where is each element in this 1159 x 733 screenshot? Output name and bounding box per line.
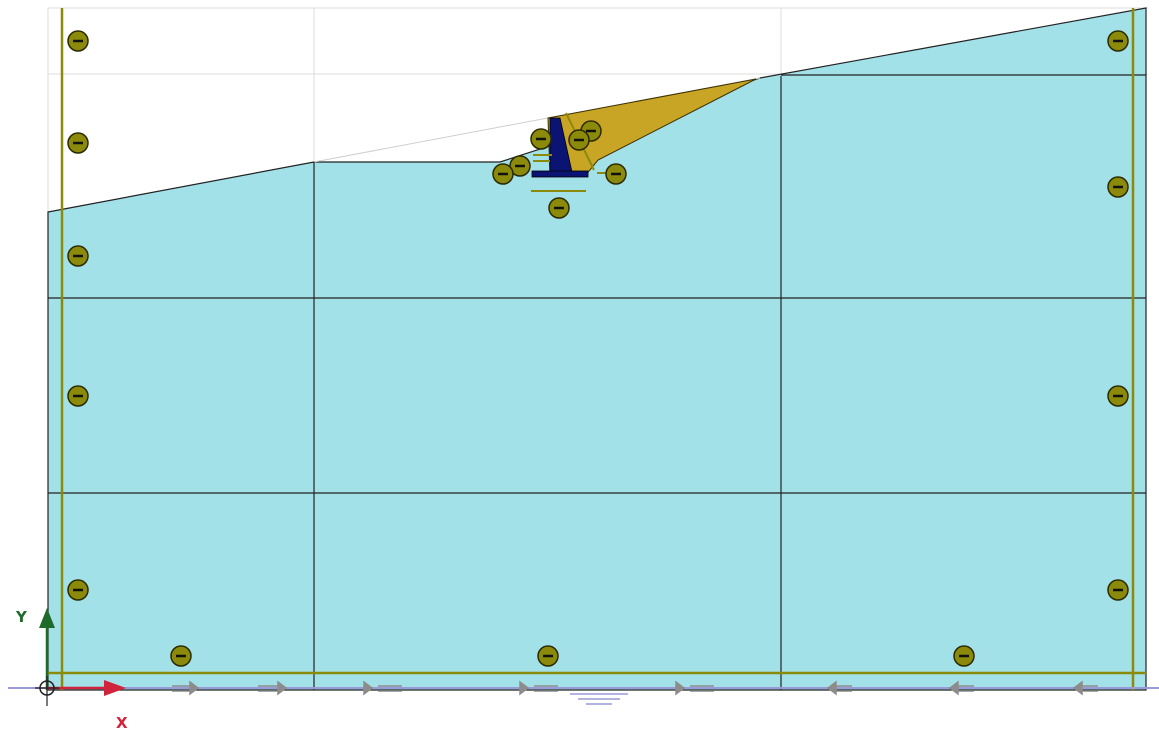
double-arrow-icon	[172, 680, 200, 696]
double-arrow-icon	[948, 680, 974, 696]
minus-circle-icon[interactable]	[1107, 385, 1129, 407]
minus-circle-icon[interactable]	[1107, 30, 1129, 52]
origin-target-icon	[35, 676, 59, 706]
soil-cluster-lines	[48, 74, 1146, 690]
minus-circle-icon[interactable]	[1107, 579, 1129, 601]
axis-indicator: Y X	[15, 608, 128, 732]
water-table	[8, 687, 1159, 705]
minus-circle-icon[interactable]	[1107, 176, 1129, 198]
minus-circle-icon[interactable]	[530, 128, 552, 150]
x-axis-label: X	[116, 714, 128, 732]
constraint-symbols[interactable]	[67, 30, 1129, 667]
minus-circle-icon[interactable]	[568, 129, 590, 151]
y-axis-label: Y	[15, 608, 28, 626]
minus-circle-icon[interactable]	[67, 579, 89, 601]
double-arrow-icon	[826, 680, 852, 696]
double-arrow-icon	[363, 680, 402, 696]
minus-circle-icon[interactable]	[67, 30, 89, 52]
model-boundary	[48, 8, 1146, 690]
double-arrow-icon	[519, 680, 558, 696]
minus-circle-icon[interactable]	[605, 163, 627, 185]
minus-circle-icon[interactable]	[67, 245, 89, 267]
bottom-arrows	[172, 680, 1098, 696]
minus-circle-icon[interactable]	[548, 197, 570, 219]
double-arrow-icon	[1072, 680, 1098, 696]
minus-circle-icon[interactable]	[953, 645, 975, 667]
double-arrow-icon	[675, 680, 714, 696]
minus-circle-icon[interactable]	[170, 645, 192, 667]
minus-circle-icon[interactable]	[492, 163, 514, 185]
minus-circle-icon[interactable]	[537, 645, 559, 667]
minus-circle-icon[interactable]	[67, 385, 89, 407]
minus-circle-icon[interactable]	[67, 132, 89, 154]
double-arrow-icon	[258, 680, 288, 696]
